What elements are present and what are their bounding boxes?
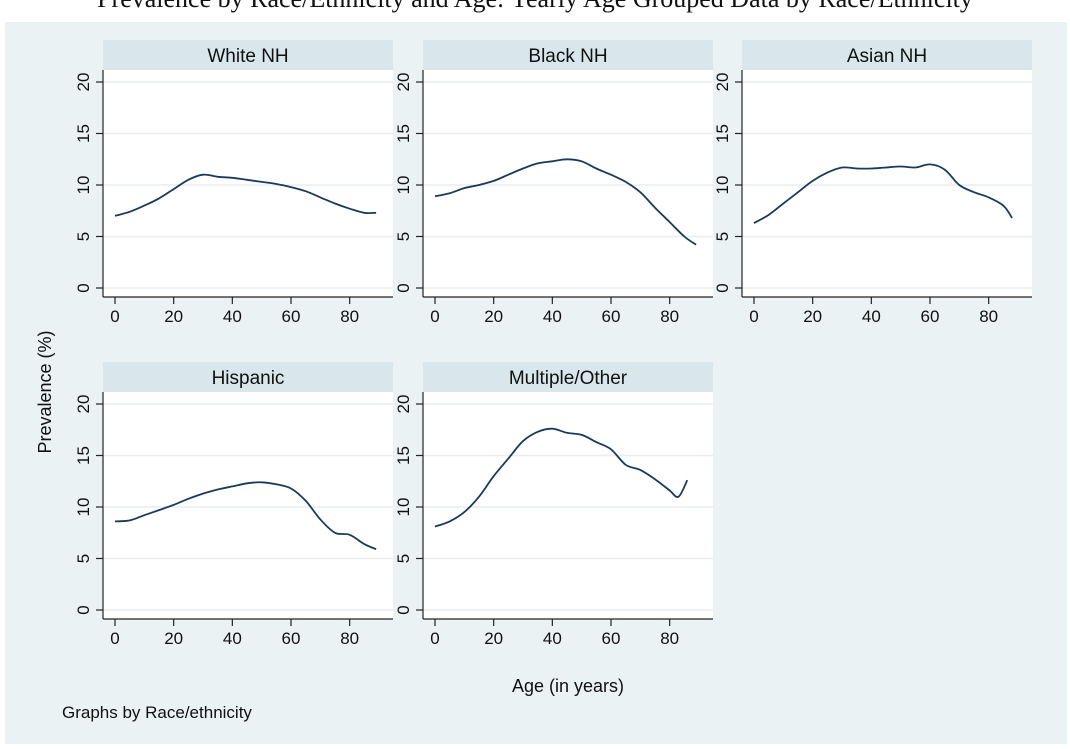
y-tick-label-hispanic-5: 5: [74, 554, 93, 563]
x-tick-label-white-nh-0: 0: [110, 307, 119, 326]
y-tick-label-white-nh-5: 5: [74, 232, 93, 241]
panel-strip-black-nh: [423, 40, 713, 70]
y-tick-label-black-nh-5: 5: [394, 232, 413, 241]
y-tick-label-hispanic-20: 20: [74, 395, 93, 414]
panel-title-black-nh: Black NH: [528, 46, 607, 67]
y-tick-label-white-nh-10: 10: [74, 176, 93, 195]
y-tick-label-black-nh-15: 15: [394, 124, 413, 143]
panel-strip-multiple-other: [423, 362, 713, 392]
x-tick-label-black-nh-20: 20: [484, 307, 503, 326]
x-tick-label-multiple-other-40: 40: [543, 629, 562, 648]
y-tick-label-black-nh-0: 0: [394, 283, 413, 292]
x-tick-label-multiple-other-0: 0: [430, 629, 439, 648]
panel-title-multiple-other: Multiple/Other: [509, 368, 628, 389]
y-tick-label-multiple-other-5: 5: [394, 554, 413, 563]
y-tick-label-multiple-other-15: 15: [394, 446, 413, 465]
graph-note: Graphs by Race/ethnicity: [62, 703, 252, 722]
x-tick-label-asian-nh-20: 20: [803, 307, 822, 326]
y-tick-label-hispanic-15: 15: [74, 446, 93, 465]
x-tick-label-asian-nh-40: 40: [862, 307, 881, 326]
y-tick-label-asian-nh-20: 20: [713, 73, 732, 92]
x-tick-label-white-nh-40: 40: [223, 307, 242, 326]
graph-region: White NH 0 5 10 15 20 0 20 40 60 80 Black NH 0 5 10 15 2…: [5, 22, 1067, 744]
x-tick-label-white-nh-80: 80: [340, 307, 359, 326]
panel-plot-area-white-nh: [103, 70, 393, 297]
y-tick-label-white-nh-0: 0: [74, 283, 93, 292]
panel-strip-hispanic: [103, 362, 393, 392]
y-tick-label-asian-nh-10: 10: [713, 176, 732, 195]
x-tick-label-black-nh-0: 0: [430, 307, 439, 326]
series-line-multiple-other: [434, 427, 689, 528]
x-tick-label-asian-nh-0: 0: [749, 307, 758, 326]
chart-canvas: White NH 0 5 10 15 20 0 20 40 60 80 Black NH 0 5 10 15 2…: [35, 40, 1032, 722]
series-line-white-nh: [114, 173, 377, 217]
series-line-black-nh: [434, 158, 697, 246]
y-axis-title: Prevalence (%): [35, 330, 55, 453]
x-tick-label-multiple-other-20: 20: [484, 629, 503, 648]
x-tick-label-multiple-other-80: 80: [660, 629, 679, 648]
x-tick-label-white-nh-20: 20: [164, 307, 183, 326]
x-tick-label-hispanic-80: 80: [340, 629, 359, 648]
x-tick-label-hispanic-0: 0: [110, 629, 119, 648]
x-tick-label-hispanic-20: 20: [164, 629, 183, 648]
x-tick-label-black-nh-40: 40: [543, 307, 562, 326]
y-tick-label-white-nh-20: 20: [74, 73, 93, 92]
series-line-asian-nh: [753, 163, 1013, 224]
x-tick-label-multiple-other-60: 60: [602, 629, 621, 648]
x-axis-title: Age (in years): [512, 676, 624, 696]
panel-plot-area-multiple-other: [423, 392, 713, 619]
y-tick-label-asian-nh-15: 15: [713, 124, 732, 143]
x-tick-label-white-nh-60: 60: [282, 307, 301, 326]
x-tick-label-black-nh-60: 60: [602, 307, 621, 326]
panel-plot-area-black-nh: [423, 70, 713, 297]
y-tick-label-hispanic-10: 10: [74, 498, 93, 517]
y-tick-label-hispanic-0: 0: [74, 605, 93, 614]
x-tick-label-asian-nh-60: 60: [921, 307, 940, 326]
panel-title-white-nh: White NH: [207, 46, 288, 67]
series-line-hispanic: [114, 481, 377, 551]
y-tick-label-asian-nh-5: 5: [713, 232, 732, 241]
x-tick-label-black-nh-80: 80: [660, 307, 679, 326]
x-tick-label-asian-nh-80: 80: [979, 307, 998, 326]
page-title: Prevalence by Race/Ethnicity and Age: Ye…: [0, 0, 1070, 14]
panel-strip-asian-nh: [742, 40, 1032, 70]
y-tick-label-white-nh-15: 15: [74, 124, 93, 143]
y-tick-label-black-nh-20: 20: [394, 73, 413, 92]
panel-title-asian-nh: Asian NH: [847, 46, 927, 67]
y-tick-label-asian-nh-0: 0: [713, 283, 732, 292]
panel-strip-white-nh: [103, 40, 393, 70]
x-tick-label-hispanic-60: 60: [282, 629, 301, 648]
panel-title-hispanic: Hispanic: [212, 368, 285, 389]
panel-plot-area-asian-nh: [742, 70, 1032, 297]
y-tick-label-multiple-other-10: 10: [394, 498, 413, 517]
y-tick-label-multiple-other-0: 0: [394, 605, 413, 614]
panel-plot-area-hispanic: [103, 392, 393, 619]
y-tick-label-black-nh-10: 10: [394, 176, 413, 195]
y-tick-label-multiple-other-20: 20: [394, 395, 413, 414]
x-tick-label-hispanic-40: 40: [223, 629, 242, 648]
